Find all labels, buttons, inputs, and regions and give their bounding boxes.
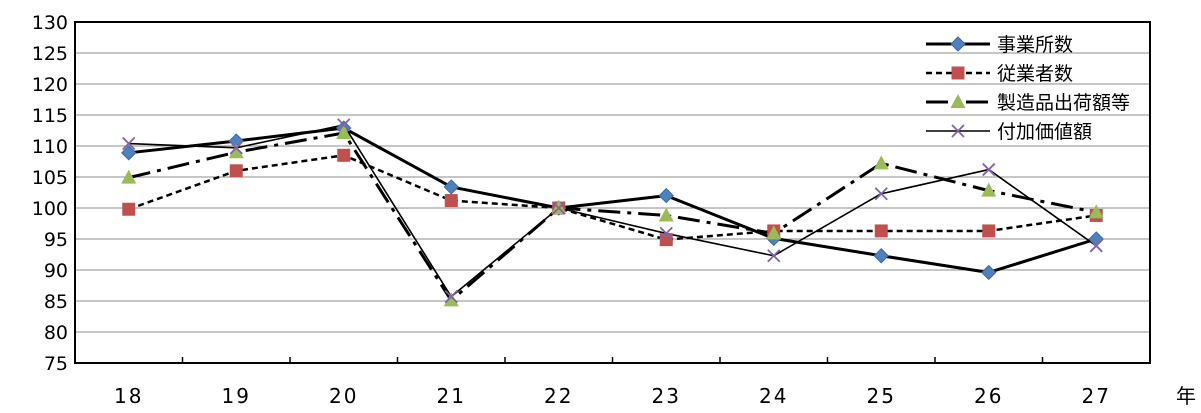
x-tick-label: 24 bbox=[759, 384, 788, 408]
x-tick-label: 18 bbox=[114, 384, 143, 408]
y-tick-label: 115 bbox=[32, 105, 68, 127]
data-point-series-3 bbox=[873, 155, 889, 170]
data-point-series-4 bbox=[767, 249, 781, 263]
x-tick-label: 26 bbox=[974, 384, 1003, 408]
legend-marker bbox=[950, 36, 966, 52]
data-point-series-1 bbox=[1088, 231, 1104, 247]
y-axis-tick-labels: 75 80 85 90 95 100 105 110 115 120 125 130 bbox=[32, 12, 68, 375]
data-point-series-3 bbox=[766, 225, 782, 240]
x-tick-label: 23 bbox=[652, 384, 681, 408]
legend-label: 付加価値額 bbox=[997, 121, 1092, 143]
y-tick-label: 75 bbox=[44, 353, 68, 375]
legend-marker bbox=[951, 124, 965, 138]
data-point-series-2 bbox=[229, 164, 243, 178]
x-axis-unit-label: 年 bbox=[1176, 384, 1196, 408]
data-point-series-3 bbox=[121, 169, 137, 184]
x-tick-label: 27 bbox=[1082, 384, 1111, 408]
data-point-series-4 bbox=[1089, 239, 1103, 253]
data-point-series-2 bbox=[874, 224, 888, 238]
data-point-series-4 bbox=[659, 226, 673, 241]
legend-label: 事業所数 bbox=[997, 34, 1073, 56]
series-line-1 bbox=[128, 126, 1097, 274]
y-tick-label: 95 bbox=[44, 229, 68, 251]
legend-label: 従業者数 bbox=[997, 63, 1073, 85]
y-tick-label: 130 bbox=[32, 12, 68, 34]
x-tick-label: 25 bbox=[867, 384, 896, 408]
y-tick-label: 80 bbox=[44, 322, 68, 344]
data-point-series-3 bbox=[1088, 204, 1104, 219]
x-tick-label: 19 bbox=[222, 384, 251, 408]
y-tick-label: 100 bbox=[32, 198, 68, 220]
series-line-3 bbox=[128, 131, 1097, 302]
data-point-series-3 bbox=[228, 144, 244, 159]
x-tick-label: 21 bbox=[437, 384, 466, 408]
x-tick-label: 22 bbox=[544, 384, 573, 408]
data-point-series-4 bbox=[229, 141, 243, 155]
data-point-series-2 bbox=[337, 148, 351, 162]
x-tick-label: 20 bbox=[329, 384, 358, 408]
series-line-4 bbox=[128, 124, 1097, 298]
data-point-series-1 bbox=[443, 179, 459, 195]
data-point-series-2 bbox=[444, 194, 458, 208]
y-tick-label: 110 bbox=[32, 136, 68, 158]
series-lines bbox=[128, 124, 1097, 302]
grid-lines bbox=[75, 52, 1150, 363]
series-line-2 bbox=[128, 154, 1097, 241]
data-point-series-1 bbox=[981, 264, 997, 281]
y-tick-label: 90 bbox=[44, 260, 68, 282]
legend-label: 製造品出荷額等 bbox=[997, 92, 1130, 114]
legend-marker bbox=[951, 66, 965, 80]
y-tick-label: 125 bbox=[32, 43, 68, 65]
data-point-series-4 bbox=[337, 118, 351, 132]
data-point-series-3 bbox=[658, 207, 674, 222]
data-point-series-2 bbox=[659, 233, 673, 247]
data-point-series-4 bbox=[874, 187, 888, 201]
x-axis-tick-labels: 18 19 20 21 22 23 24 25 26 27 bbox=[114, 384, 1111, 408]
data-point-series-2 bbox=[982, 224, 996, 238]
data-point-series-3 bbox=[443, 292, 459, 307]
data-point-series-3 bbox=[981, 182, 997, 197]
series-markers bbox=[121, 118, 1104, 307]
data-point-series-1 bbox=[121, 145, 137, 161]
data-point-series-2 bbox=[122, 202, 136, 216]
data-point-series-4 bbox=[122, 136, 136, 151]
data-point-series-4 bbox=[982, 162, 996, 177]
data-point-series-3 bbox=[336, 124, 352, 139]
y-tick-label: 120 bbox=[32, 74, 68, 96]
data-point-series-4 bbox=[444, 290, 458, 304]
plot-area-frame bbox=[74, 21, 1151, 364]
y-tick-label: 85 bbox=[44, 291, 68, 313]
data-point-series-4 bbox=[552, 201, 566, 215]
y-tick-label: 105 bbox=[32, 167, 68, 189]
legend-marker bbox=[950, 94, 966, 108]
data-point-series-1 bbox=[658, 187, 674, 204]
data-point-series-1 bbox=[873, 248, 889, 264]
